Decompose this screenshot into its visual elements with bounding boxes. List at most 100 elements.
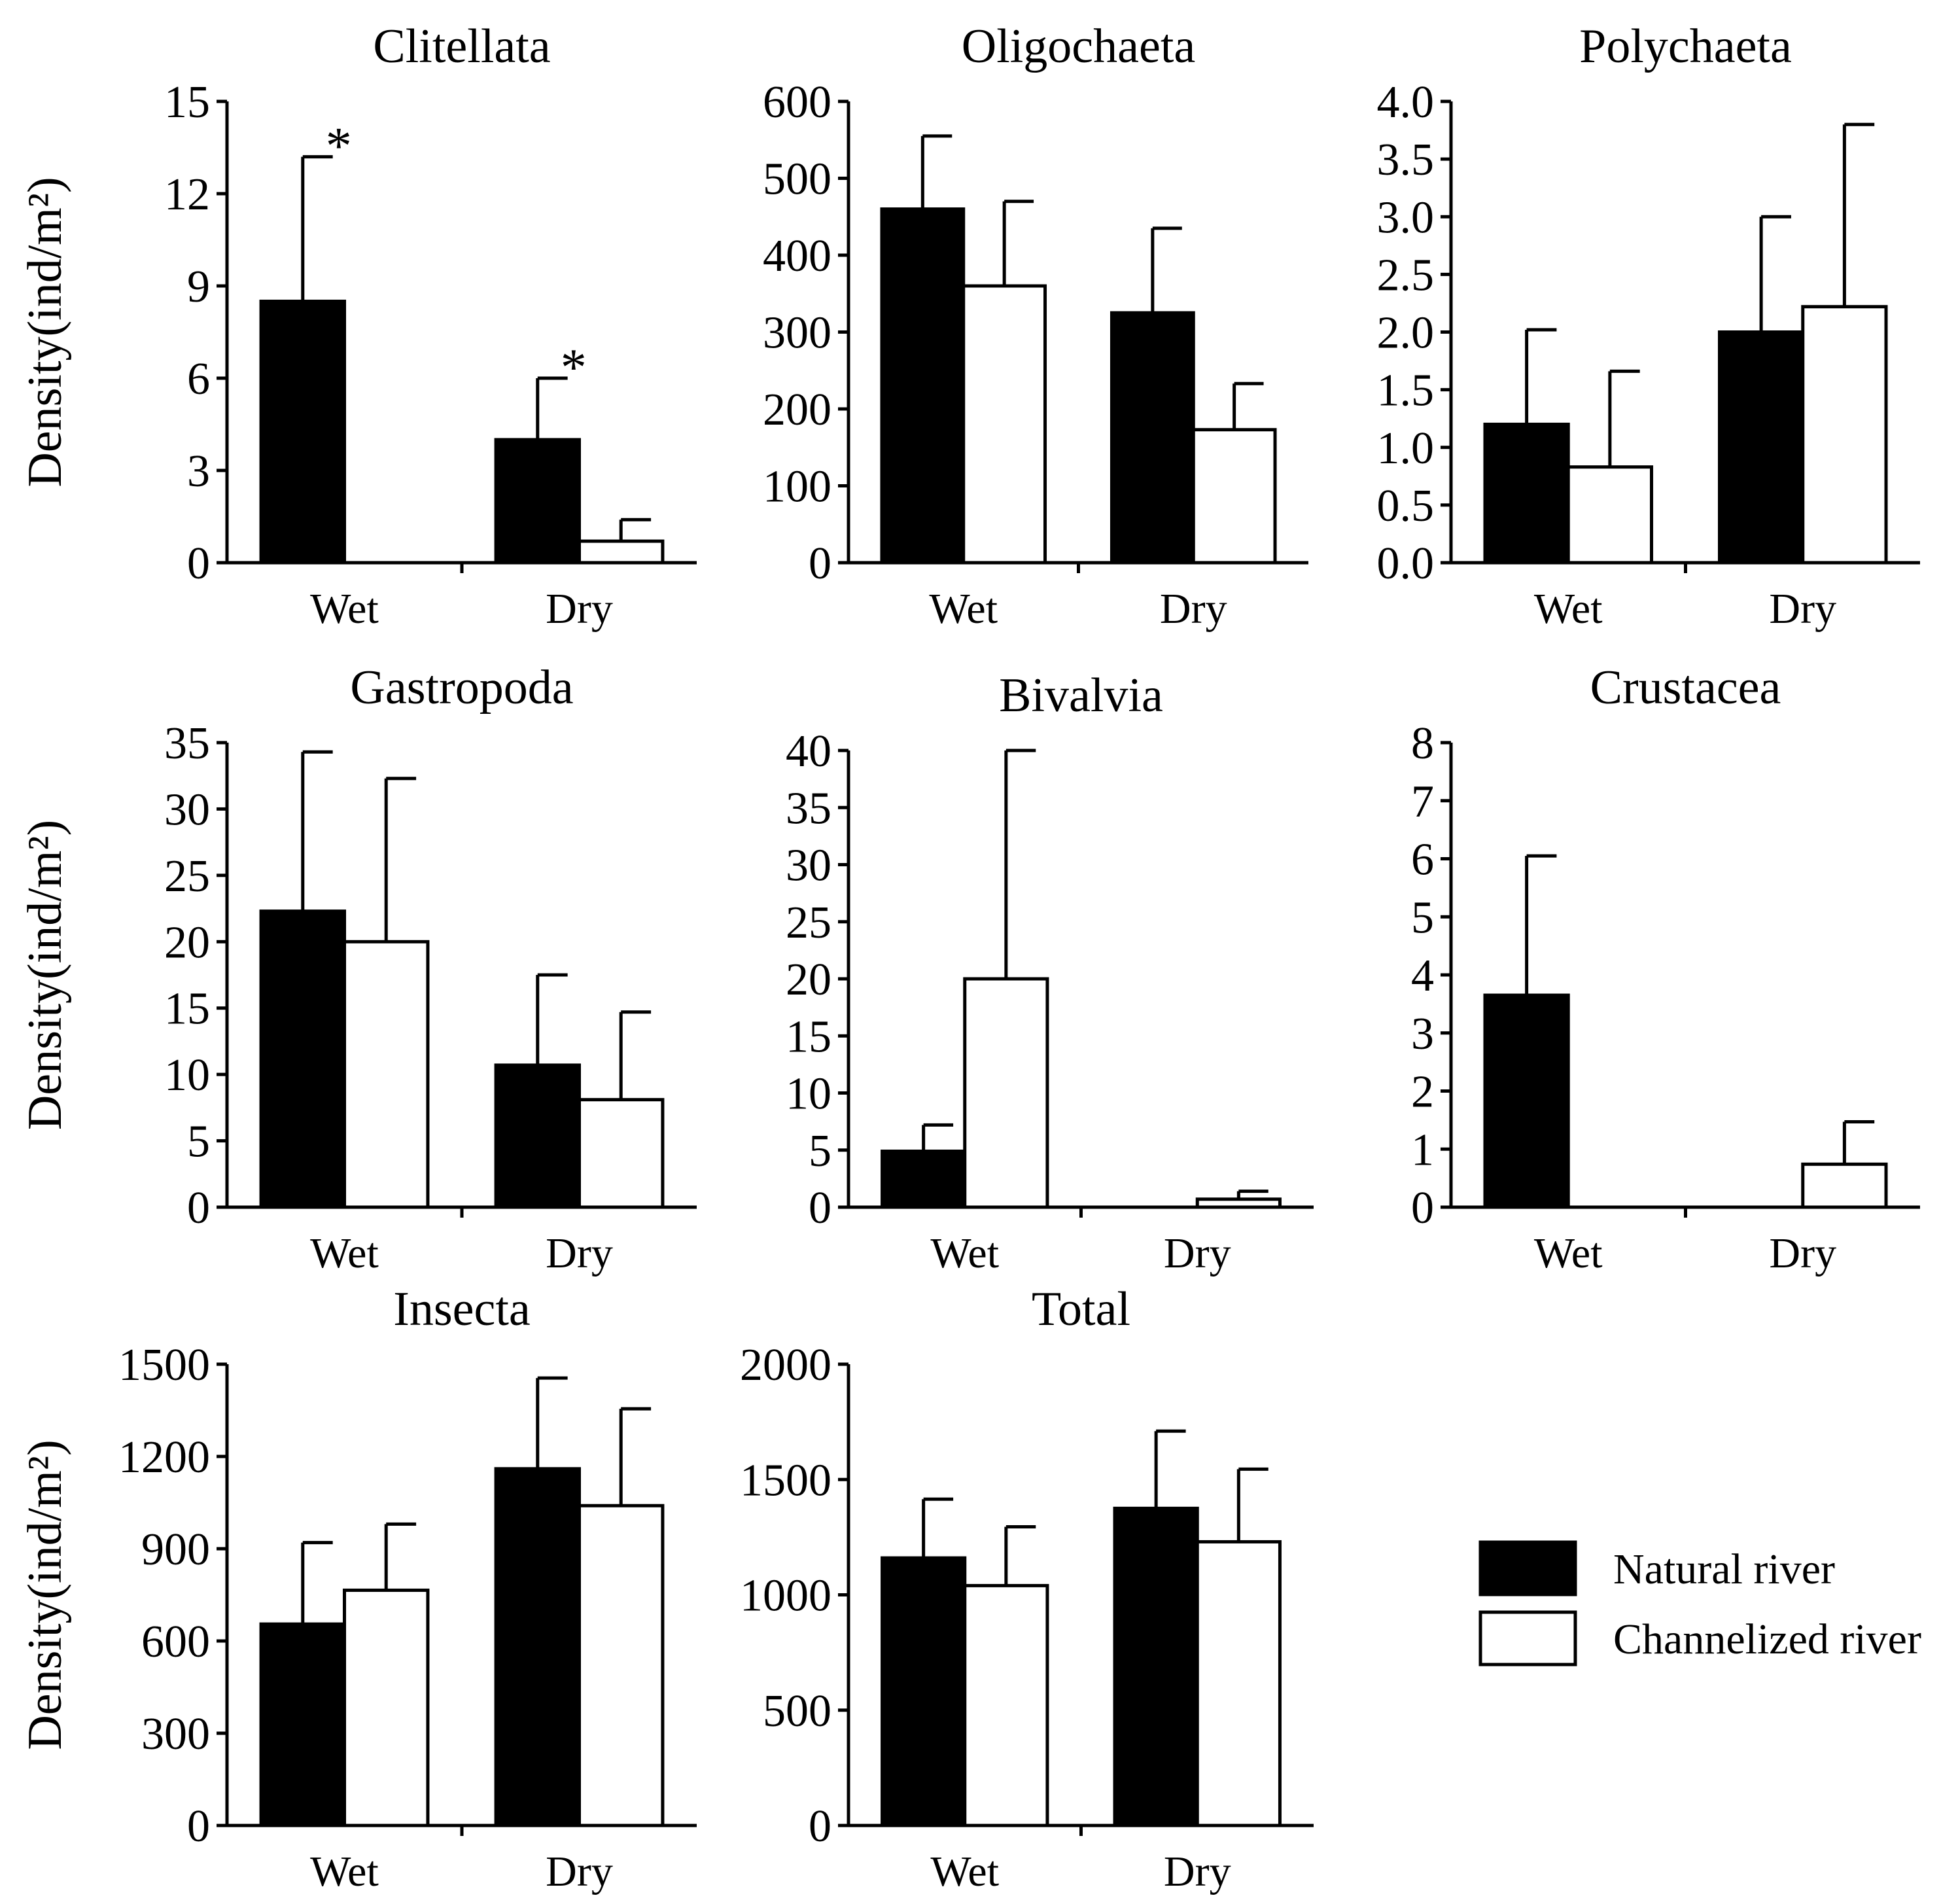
bar-channelized bbox=[578, 1098, 665, 1209]
y-tick-label: 3.0 bbox=[1377, 192, 1435, 243]
bar-natural bbox=[494, 1063, 581, 1209]
y-tick-label: 12 bbox=[164, 169, 210, 220]
y-tick-label: 1500 bbox=[740, 1455, 831, 1506]
y-tick-label: 5 bbox=[187, 1117, 210, 1167]
y-tick-label: 0 bbox=[809, 538, 831, 589]
bar-natural bbox=[1110, 311, 1195, 565]
bar-channelized bbox=[963, 977, 1049, 1209]
y-tick-label: 3 bbox=[187, 446, 210, 497]
bar-natural bbox=[259, 1622, 346, 1827]
bar-natural bbox=[1113, 1506, 1199, 1827]
bar-natural bbox=[1483, 423, 1570, 565]
bar-natural bbox=[1717, 330, 1805, 565]
legend-label-channelized: Channelized river bbox=[1613, 1615, 1921, 1663]
bar-channelized bbox=[1195, 1540, 1282, 1827]
y-tick-label: 2000 bbox=[740, 1340, 831, 1390]
panel-bivalvia: Bivalvia 0 5 10 15 20 25 30 35 40 Wet Dry bbox=[786, 669, 1314, 1277]
y-tick-label: 10 bbox=[164, 1050, 210, 1101]
panel-gastropoda: Gastropoda Density(ind/m²) 0 5 10 15 20 25 30 35 W… bbox=[18, 661, 697, 1277]
panel-crustacea: Crustacea 0 1 2 3 4 5 6 7 8 Wet Dry bbox=[1411, 661, 1920, 1277]
x-category-label: Dry bbox=[546, 1848, 613, 1895]
y-axis-label: Density(ind/m²) bbox=[18, 177, 72, 487]
y-tick-label: 0 bbox=[187, 538, 210, 589]
bar-natural bbox=[881, 1149, 967, 1209]
y-tick-label: 3 bbox=[1411, 1009, 1434, 1059]
panel-clitellata: Clitellata Density(ind/m²) 0 3 6 9 12 15 Wet * Dry… bbox=[18, 20, 697, 633]
y-tick-label: 20 bbox=[164, 917, 210, 968]
y-axis-label: Density(ind/m²) bbox=[18, 1439, 72, 1750]
y-tick-label: 2 bbox=[1411, 1067, 1434, 1118]
y-tick-label: 500 bbox=[763, 1686, 831, 1737]
legend: Natural river Channelized river bbox=[1478, 1540, 1921, 1666]
panel-title: Oligochaeta bbox=[962, 20, 1196, 73]
y-tick-label: 8 bbox=[1411, 718, 1434, 769]
panel-insecta: Insecta Density(ind/m²) 0 300 600 900 1200 1500… bbox=[18, 1282, 697, 1895]
y-tick-label: 300 bbox=[141, 1709, 210, 1759]
bar-channelized bbox=[343, 940, 430, 1209]
bar-channelized bbox=[1195, 1197, 1282, 1209]
y-tick-label: 200 bbox=[763, 385, 831, 435]
x-category-label: Wet bbox=[1534, 585, 1603, 633]
bar-channelized bbox=[578, 1504, 665, 1827]
y-tick-label: 1000 bbox=[740, 1571, 831, 1621]
y-tick-label: 15 bbox=[786, 1012, 831, 1062]
y-tick-label: 0 bbox=[809, 1801, 831, 1852]
y-tick-label: 10 bbox=[786, 1069, 831, 1119]
y-tick-label: 1 bbox=[1411, 1125, 1434, 1175]
y-tick-label: 35 bbox=[164, 718, 210, 769]
bar-natural bbox=[880, 207, 966, 565]
y-tick-label: 1500 bbox=[118, 1340, 210, 1390]
x-category-label: Dry bbox=[1769, 585, 1836, 633]
legend-label-natural: Natural river bbox=[1613, 1545, 1835, 1593]
y-tick-label: 600 bbox=[141, 1617, 210, 1667]
y-tick-label: 2.0 bbox=[1377, 308, 1435, 359]
bar-natural bbox=[259, 909, 346, 1209]
x-category-label: Wet bbox=[310, 1848, 379, 1895]
y-tick-label: 6 bbox=[187, 354, 210, 404]
panel-title: Insecta bbox=[393, 1282, 531, 1336]
panel-title: Total bbox=[1032, 1282, 1130, 1336]
panel-title: Clitellata bbox=[373, 20, 550, 73]
y-tick-label: 300 bbox=[763, 308, 831, 359]
y-tick-label: 30 bbox=[164, 785, 210, 835]
y-tick-label: 0.5 bbox=[1377, 481, 1435, 531]
legend-swatch-channelized bbox=[1478, 1610, 1577, 1666]
y-tick-label: 0.0 bbox=[1377, 538, 1435, 589]
significance-asterisk: * bbox=[561, 339, 587, 397]
y-tick-label: 500 bbox=[763, 154, 831, 205]
bar-channelized bbox=[1566, 465, 1654, 565]
legend-swatch-natural bbox=[1478, 1540, 1577, 1596]
panel-oligochaeta: Oligochaeta 0 100 200 300 400 500 600 Wet Dry bbox=[763, 20, 1308, 633]
x-category-label: Dry bbox=[1160, 585, 1227, 633]
bar-natural bbox=[1483, 993, 1570, 1209]
panel-title: Gastropoda bbox=[350, 661, 573, 714]
y-tick-label: 4.0 bbox=[1377, 77, 1435, 128]
y-tick-label: 15 bbox=[164, 77, 210, 128]
bar-channelized bbox=[343, 1588, 430, 1827]
panel-total: Total 0 500 1000 1500 2000 Wet Dry bbox=[740, 1282, 1314, 1895]
y-tick-label: 9 bbox=[187, 262, 210, 312]
y-tick-label: 1.5 bbox=[1377, 366, 1435, 416]
x-category-label: Dry bbox=[546, 1229, 613, 1277]
y-tick-label: 1200 bbox=[118, 1432, 210, 1483]
y-axis-label: Density(ind/m²) bbox=[18, 820, 72, 1130]
y-tick-label: 0 bbox=[1411, 1183, 1434, 1233]
x-category-label: Wet bbox=[930, 1229, 999, 1277]
y-tick-label: 2.5 bbox=[1377, 250, 1435, 300]
y-tick-label: 5 bbox=[809, 1126, 831, 1176]
panel-title: Crustacea bbox=[1590, 661, 1781, 714]
x-category-label: Wet bbox=[930, 1848, 999, 1895]
x-category-label: Dry bbox=[1164, 1229, 1231, 1277]
chart-panels: ClitellataDensity(ind/m²)03691215Wet*Dry… bbox=[18, 20, 1920, 1895]
bar-channelized bbox=[1801, 305, 1888, 565]
x-category-label: Wet bbox=[310, 1229, 379, 1277]
y-tick-label: 35 bbox=[786, 783, 831, 834]
y-tick-label: 6 bbox=[1411, 835, 1434, 885]
y-tick-label: 600 bbox=[763, 77, 831, 128]
bar-channelized bbox=[1801, 1162, 1888, 1209]
bar-natural bbox=[881, 1556, 967, 1827]
y-tick-label: 30 bbox=[786, 841, 831, 891]
bar-channelized bbox=[962, 284, 1047, 565]
y-tick-label: 100 bbox=[763, 462, 831, 512]
